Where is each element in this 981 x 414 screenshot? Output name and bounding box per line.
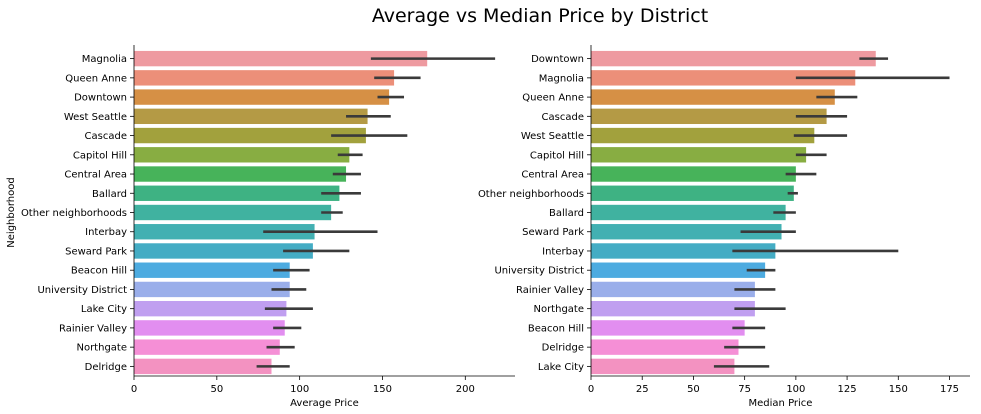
x-tick-label: 0 <box>131 384 137 395</box>
y-tick-label: Beacon Hill <box>528 323 584 334</box>
chart-title: Average vs Median Price by District <box>372 5 708 27</box>
y-tick-label: Cascade <box>85 131 127 142</box>
bar-beacon-hill <box>591 320 745 336</box>
y-tick-label: Capitol Hill <box>530 150 584 161</box>
bar-capitol-hill <box>134 147 350 163</box>
bar-university-district <box>134 281 290 298</box>
y-tick-label: West Seattle <box>521 131 584 142</box>
bar-other-neighborhoods <box>134 204 332 221</box>
y-axis-label: Neighborhood <box>6 177 17 247</box>
x-tick-label: 75 <box>738 384 751 395</box>
x-tick-label: 100 <box>786 384 805 395</box>
y-tick-label: Queen Anne <box>65 73 127 84</box>
bar-magnolia <box>134 50 428 67</box>
bar-downtown <box>591 50 876 67</box>
y-tick-label: University District <box>37 285 127 296</box>
bar-northgate <box>134 339 280 355</box>
bar-central-area <box>134 166 347 182</box>
x-tick-label: 150 <box>889 384 908 395</box>
y-tick-label: Lake City <box>81 304 127 315</box>
bar-ballard <box>591 204 786 221</box>
bar-cascade <box>591 108 827 125</box>
y-tick-label: Delridge <box>542 343 584 354</box>
bar-magnolia <box>591 70 856 86</box>
y-tick-label: Downtown <box>531 54 584 65</box>
bar-rainier-valley <box>134 320 285 336</box>
x-axis-label: Median Price <box>749 398 813 409</box>
x-tick-label: 100 <box>290 384 309 395</box>
y-tick-label: Rainier Valley <box>516 285 584 296</box>
bar-central-area <box>591 166 796 182</box>
x-tick-label: 175 <box>940 384 959 395</box>
bar-northgate <box>591 300 755 317</box>
bar-university-district <box>591 262 766 278</box>
y-tick-label: Magnolia <box>539 73 584 84</box>
y-tick-label: Delridge <box>85 362 127 373</box>
y-tick-label: Downtown <box>74 93 127 104</box>
y-tick-label: University District <box>494 266 584 277</box>
y-tick-label: Interbay <box>542 246 584 257</box>
y-tick-label: Ballard <box>549 208 584 219</box>
median-price-panel: Downtown Magnolia Queen Anne Cascade West Se… <box>478 45 970 409</box>
y-tick-label: Central Area <box>64 170 127 181</box>
y-tick-label: Ballard <box>92 189 127 200</box>
x-tick-label: 50 <box>210 384 223 395</box>
y-tick-label: Other neighborhoods <box>21 208 127 219</box>
y-tick-label: Magnolia <box>82 54 127 65</box>
bar-lake-city <box>134 300 287 317</box>
bar-interbay <box>134 224 315 240</box>
y-tick-label: Central Area <box>521 170 584 181</box>
bar-downtown <box>134 89 390 105</box>
y-tick-label: West Seattle <box>64 112 127 123</box>
bar-rainier-valley <box>591 281 755 298</box>
y-tick-label: Northgate <box>533 304 584 315</box>
bar-west-seattle <box>134 108 368 125</box>
y-tick-label: Other neighborhoods <box>478 189 584 200</box>
bar-interbay <box>591 243 776 259</box>
bar-seward-park <box>591 224 782 240</box>
bar-ballard <box>134 185 340 201</box>
y-tick-label: Capitol Hill <box>73 150 127 161</box>
x-tick-label: 0 <box>588 384 594 395</box>
y-tick-label: Northgate <box>76 343 127 354</box>
bar-queen-anne <box>591 89 835 105</box>
y-tick-label: Interbay <box>85 227 127 238</box>
y-tick-label: Cascade <box>542 112 584 123</box>
y-tick-label: Seward Park <box>65 246 127 257</box>
bar-seward-park <box>134 243 313 259</box>
average-price-panel: Magnolia Queen Anne Downtown West Seattle Ca… <box>6 45 515 409</box>
y-tick-label: Rainier Valley <box>59 323 127 334</box>
x-axis-label: Average Price <box>290 398 359 409</box>
y-tick-label: Beacon Hill <box>71 266 127 277</box>
bar-capitol-hill <box>591 147 807 163</box>
x-tick-label: 25 <box>636 384 649 395</box>
bar-queen-anne <box>134 70 395 86</box>
bar-delridge <box>134 358 272 375</box>
y-tick-label: Seward Park <box>522 227 584 238</box>
bar-west-seattle <box>591 127 815 144</box>
x-tick-label: 200 <box>456 384 475 395</box>
x-tick-label: 150 <box>373 384 392 395</box>
x-tick-label: 50 <box>687 384 700 395</box>
y-tick-label: Lake City <box>538 362 584 373</box>
bar-other-neighborhoods <box>591 185 794 201</box>
bar-delridge <box>591 339 739 355</box>
bar-cascade <box>134 127 366 144</box>
bar-beacon-hill <box>134 262 290 278</box>
bar-lake-city <box>591 358 735 375</box>
y-tick-label: Queen Anne <box>522 93 584 104</box>
x-tick-label: 125 <box>838 384 857 395</box>
